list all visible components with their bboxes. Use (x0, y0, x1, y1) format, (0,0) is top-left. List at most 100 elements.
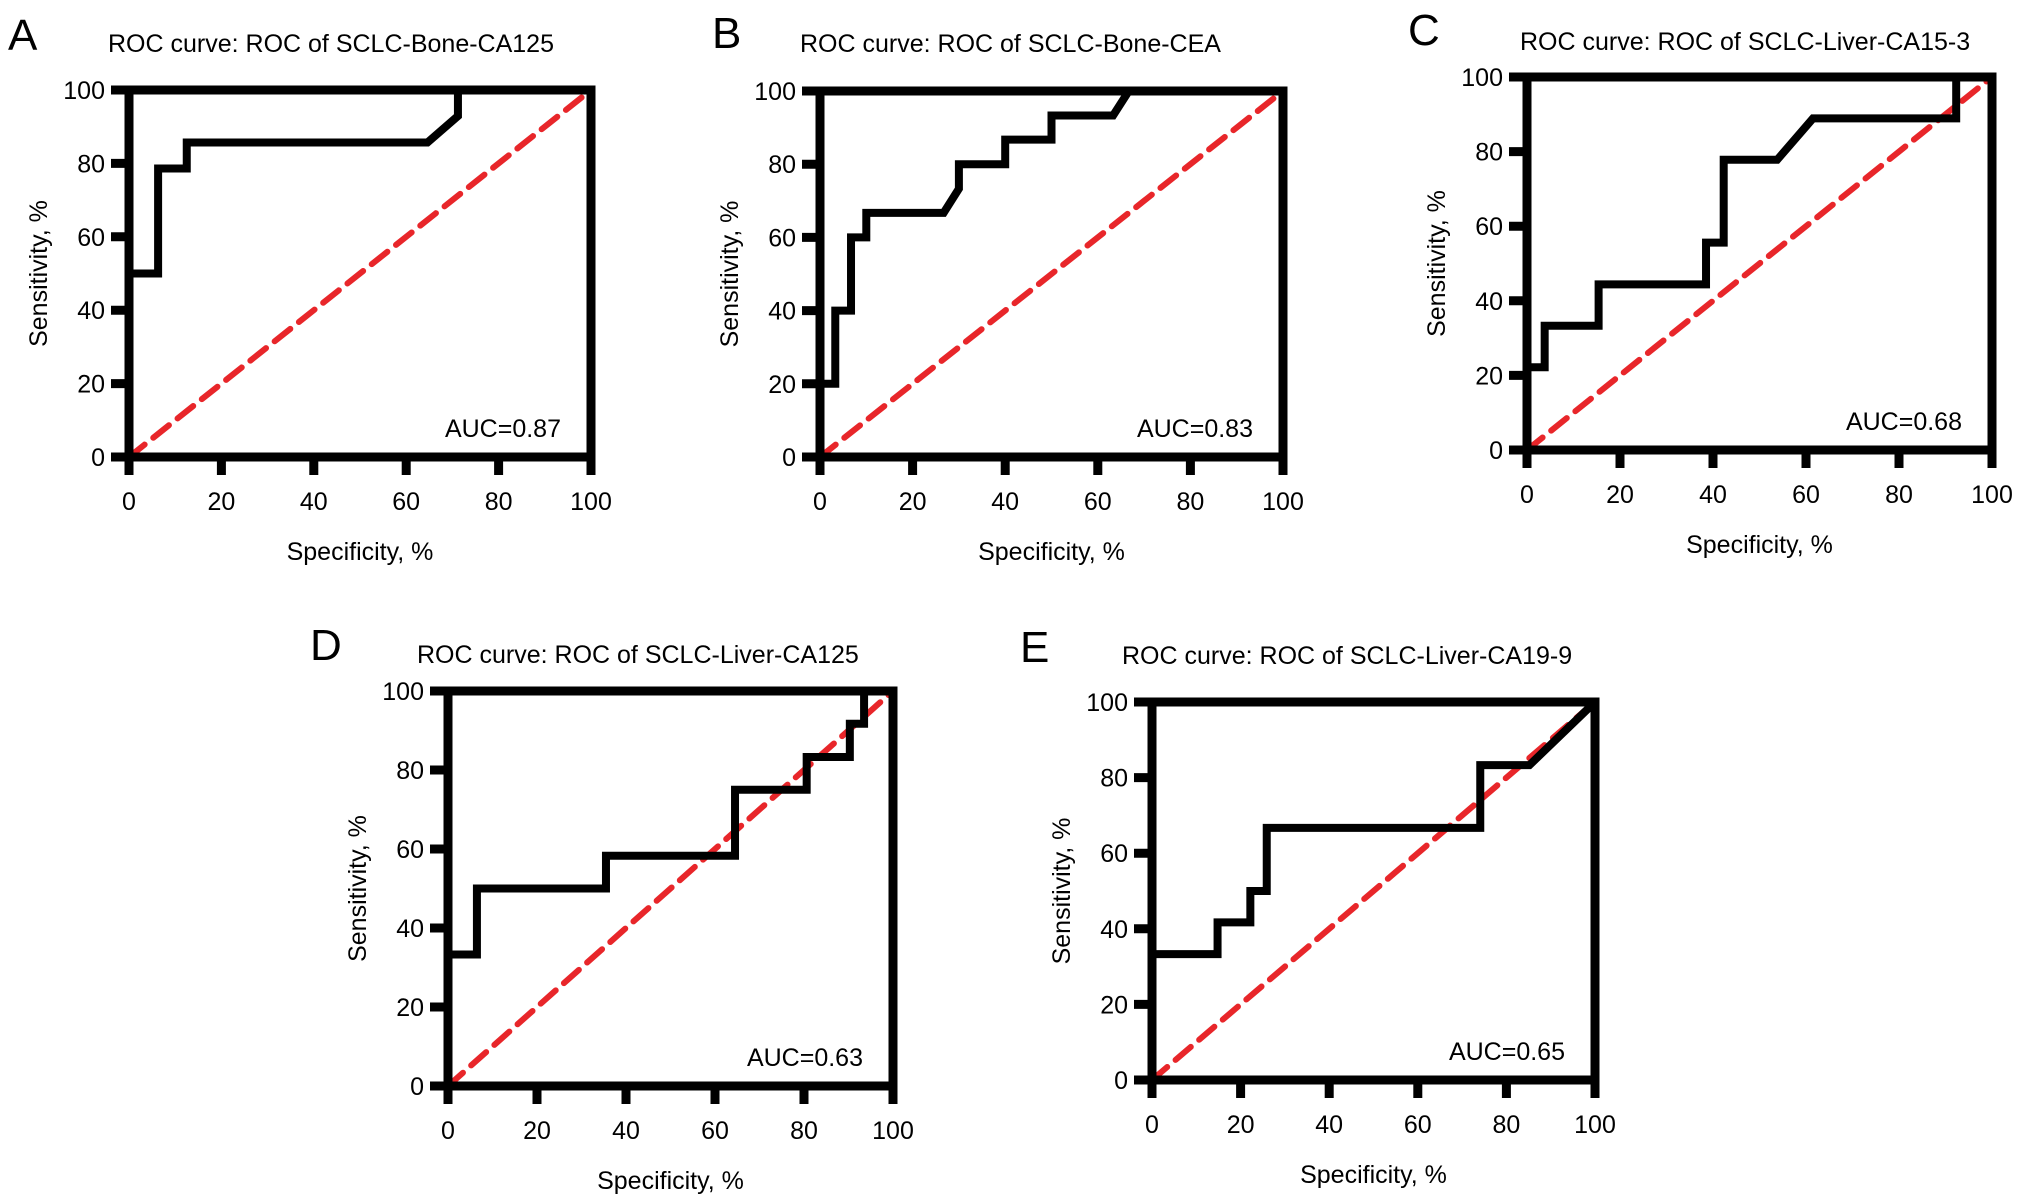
chart-title: ROC curve: ROC of SCLC-Liver-CA15-3 (1520, 28, 1970, 56)
y-tick-label: 60 (77, 224, 105, 252)
chart-title: ROC curve: ROC of SCLC-Bone-CEA (800, 30, 1221, 58)
x-tick-label: 40 (300, 488, 328, 516)
y-tick-label: 40 (1475, 288, 1503, 316)
x-tick-label: 60 (1792, 481, 1820, 509)
x-tick-label: 20 (1227, 1111, 1255, 1139)
x-tick-label: 80 (1492, 1111, 1520, 1139)
y-tick-label: 80 (1100, 765, 1128, 793)
reference-diagonal-line (126, 87, 594, 460)
x-tick-label: 80 (790, 1117, 818, 1145)
y-tick-label: 20 (77, 371, 105, 399)
x-tick-label: 100 (1574, 1111, 1616, 1139)
roc-panel-a: A ROC curve: ROC of SCLC-Bone-CA125 0 20 40 6… (8, 11, 612, 566)
x-tick-label: 80 (1176, 488, 1204, 516)
x-tick-label: 80 (1885, 481, 1913, 509)
y-tick-label: 0 (782, 444, 796, 472)
x-tick-label: 0 (441, 1117, 455, 1145)
x-tick-label: 100 (570, 488, 612, 516)
x-tick-label: 20 (523, 1117, 551, 1145)
reference-diagonal-line (817, 88, 1286, 460)
auc-annotation: AUC=0.63 (747, 1044, 863, 1072)
x-axis-label: Specificity, % (978, 538, 1125, 566)
panel-letter: C (1408, 6, 1440, 55)
y-axis-label: Sensitivity, % (25, 200, 53, 347)
x-axis-label: Specificity, % (287, 538, 434, 566)
y-axis-label: Sensitivity, % (716, 201, 744, 348)
y-tick-label: 60 (1475, 213, 1503, 241)
auc-annotation: AUC=0.87 (445, 415, 561, 443)
panel-letter: E (1020, 623, 1049, 672)
x-axis-label: Specificity, % (1300, 1161, 1447, 1189)
y-tick-label: 100 (382, 678, 424, 706)
plot-frame (1147, 697, 1600, 1085)
x-tick-label: 20 (899, 488, 927, 516)
x-tick-label: 20 (207, 488, 235, 516)
y-tick-label: 20 (1475, 362, 1503, 390)
x-tick-label: 0 (1520, 481, 1534, 509)
y-tick-label: 100 (1461, 64, 1503, 92)
x-tick-label: 100 (872, 1117, 914, 1145)
y-tick-label: 80 (77, 150, 105, 178)
reference-diagonal-line (1524, 74, 1995, 453)
roc-panel-c: C ROC curve: ROC of SCLC-Liver-CA15-3 0 20 4… (1408, 6, 2013, 559)
y-tick-label: 20 (768, 371, 796, 399)
y-tick-label: 60 (1100, 840, 1128, 868)
panel-letter: D (310, 621, 342, 670)
roc-panel-b: B ROC curve: ROC of SCLC-Bone-CEA 0 20 40 60 8… (712, 9, 1304, 566)
x-tick-label: 40 (1699, 481, 1727, 509)
x-tick-label: 0 (122, 488, 136, 516)
x-tick-label: 60 (1404, 1111, 1432, 1139)
y-tick-label: 40 (396, 915, 424, 943)
x-axis-label: Specificity, % (1686, 531, 1833, 559)
roc-curve-line (125, 90, 462, 457)
roc-curve-line (1148, 699, 1598, 1080)
plot-frame (124, 85, 596, 462)
roc-curve-line (1523, 77, 1961, 450)
auc-annotation: AUC=0.83 (1137, 415, 1253, 443)
roc-curve-line (444, 691, 869, 1086)
x-tick-label: 0 (1145, 1111, 1159, 1139)
auc-annotation: AUC=0.68 (1846, 408, 1962, 436)
x-tick-label: 60 (392, 488, 420, 516)
x-tick-label: 0 (813, 488, 827, 516)
x-tick-label: 40 (991, 488, 1019, 516)
y-tick-label: 80 (1475, 139, 1503, 167)
y-tick-label: 100 (1086, 689, 1128, 717)
x-tick-label: 40 (1315, 1111, 1343, 1139)
y-axis-label: Sensitivity, % (1048, 818, 1076, 965)
plot-frame (1522, 72, 1997, 455)
x-tick-label: 60 (1084, 488, 1112, 516)
x-tick-label: 100 (1262, 488, 1304, 516)
panel-letter: A (8, 11, 38, 60)
y-tick-label: 80 (768, 151, 796, 179)
x-tick-label: 20 (1606, 481, 1634, 509)
roc-curve-line (816, 88, 1133, 457)
y-tick-label: 60 (396, 836, 424, 864)
roc-panel-d: D ROC curve: ROC of SCLC-Liver-CA125 0 20 40… (310, 621, 914, 1195)
y-tick-label: 40 (768, 298, 796, 326)
y-tick-label: 0 (91, 444, 105, 472)
reference-diagonal-line (1149, 699, 1598, 1083)
y-tick-label: 40 (77, 297, 105, 325)
x-axis-label: Specificity, % (597, 1167, 744, 1195)
y-tick-label: 20 (1100, 991, 1128, 1019)
y-tick-label: 40 (1100, 916, 1128, 944)
x-tick-label: 60 (701, 1117, 729, 1145)
y-axis-label: Sensitivity, % (344, 815, 372, 962)
y-tick-label: 100 (63, 77, 105, 105)
chart-title: ROC curve: ROC of SCLC-Liver-CA125 (417, 641, 859, 669)
y-tick-label: 20 (396, 994, 424, 1022)
chart-title: ROC curve: ROC of SCLC-Liver-CA19-9 (1122, 642, 1572, 670)
x-tick-label: 40 (612, 1117, 640, 1145)
y-axis-label: Sensitivity, % (1423, 190, 1451, 337)
panel-letter: B (712, 9, 741, 58)
y-tick-label: 100 (754, 78, 796, 106)
y-tick-label: 0 (1114, 1067, 1128, 1095)
x-tick-label: 80 (485, 488, 513, 516)
x-tick-label: 100 (1971, 481, 2013, 509)
plot-frame (443, 686, 898, 1091)
chart-title: ROC curve: ROC of SCLC-Bone-CA125 (108, 30, 554, 58)
y-tick-label: 60 (768, 224, 796, 252)
plot-frame (815, 86, 1288, 462)
